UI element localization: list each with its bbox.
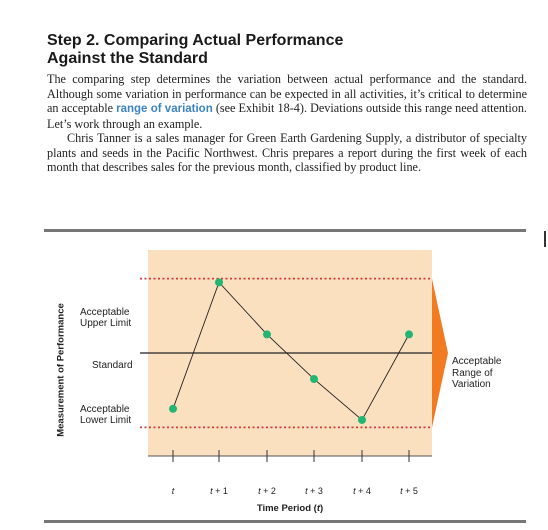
margin-mark	[544, 231, 546, 247]
lower-limit-label: Acceptable Lower Limit	[80, 404, 132, 426]
range-of-variation-label: Acceptable Range of Variation	[452, 356, 502, 390]
performance-data-point	[169, 404, 177, 413]
paragraph-1-start: The comparing step determines the variat…	[47, 72, 527, 115]
exhibit-top-rule	[44, 229, 526, 232]
key-term-range-of-variation: range of variation	[116, 103, 213, 115]
x-tick-label: t + 4	[353, 486, 371, 496]
y-axis-label: Measurement of Performance	[55, 303, 67, 437]
performance-data-point	[358, 415, 366, 424]
body-text: The comparing step determines the variat…	[47, 72, 527, 175]
performance-data-point	[310, 375, 318, 384]
exhibit-bottom-rule	[44, 520, 526, 523]
paragraph-2: Chris Tanner is a sales manager for Gree…	[47, 131, 527, 174]
heading-line-2: Against the Standard	[47, 50, 208, 67]
x-tick-label: t + 3	[305, 486, 323, 496]
paragraph-1: The comparing step determines the variat…	[47, 72, 527, 131]
standard-label: Standard	[92, 360, 133, 371]
x-tick-label: t + 1	[210, 486, 228, 496]
x-tick-label: t	[171, 486, 175, 496]
x-tick-label: t + 5	[400, 486, 418, 496]
section-heading: Step 2. Comparing Actual Performance Aga…	[47, 32, 517, 68]
performance-data-point	[263, 330, 271, 339]
x-axis-label: Time Period (t)	[256, 503, 324, 514]
range-of-variation-arrow	[432, 278, 448, 428]
performance-data-point	[215, 278, 223, 287]
paragraph-1-end: (see Exhibit 18-4). Deviations outside t…	[47, 101, 527, 131]
upper-limit-label: Acceptable Upper Limit	[80, 307, 132, 329]
performance-data-point	[405, 330, 413, 339]
performance-series-line	[172, 281, 410, 421]
x-tick-label: t + 2	[258, 486, 276, 496]
heading-line-1: Step 2. Comparing Actual Performance	[47, 32, 344, 49]
